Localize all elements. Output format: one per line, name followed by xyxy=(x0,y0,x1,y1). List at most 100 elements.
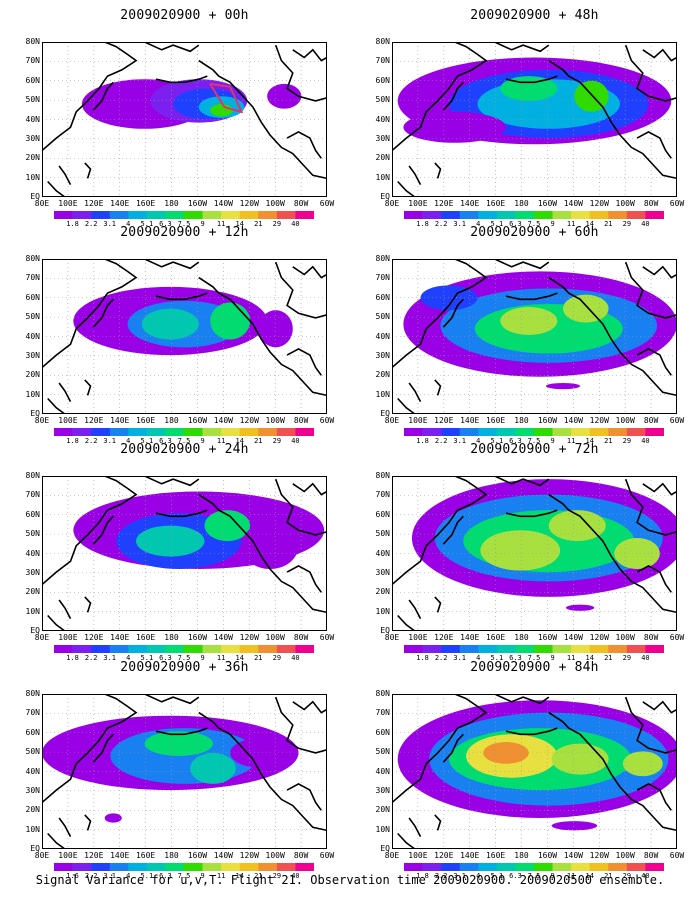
colorbar-swatch xyxy=(459,428,479,436)
colorbar-swatch xyxy=(72,428,92,436)
colorbar-swatch xyxy=(54,645,73,653)
map-panel-84h: 2009020900 + 84h 80N 70N 60N 50N 40N 30N 20N 10N… xyxy=(360,660,700,880)
lon-label: 60W xyxy=(669,633,685,642)
coastline xyxy=(505,509,558,518)
coastline xyxy=(548,493,677,614)
map-panel-72h: 2009020900 + 72h 80N 70N 60N 50N 40N 30N 20N 10N… xyxy=(360,442,700,662)
colorbar-label: 7.5 xyxy=(177,872,191,880)
colorbar-swatch xyxy=(202,863,222,871)
coastline xyxy=(58,817,72,837)
lon-label: 140E xyxy=(460,633,480,642)
colorbar-label: 14 xyxy=(235,220,244,228)
lat-label: EQ xyxy=(30,626,40,635)
lon-label: 180 xyxy=(164,199,179,208)
colorbar-swatch xyxy=(128,428,148,436)
lat-label: 10N xyxy=(375,389,390,399)
colorbar-swatch xyxy=(404,645,423,653)
coastline xyxy=(636,130,672,159)
lon-label: 160W xyxy=(187,851,208,860)
lon-label: 60W xyxy=(669,199,685,208)
colorbar-swatch xyxy=(128,863,148,871)
variance-contour xyxy=(563,294,609,323)
lon-label: 100W xyxy=(615,851,635,860)
coastline xyxy=(198,59,327,180)
colorbar-swatch xyxy=(422,863,442,871)
colorbar-swatch xyxy=(258,211,278,219)
colorbar-label: 5.1 xyxy=(490,220,504,228)
coastline xyxy=(624,478,677,536)
lat-label: 60N xyxy=(375,75,390,85)
lon-label: 140E xyxy=(110,199,130,208)
lon-label: 160E xyxy=(485,851,506,860)
colorbar-label: 1.8 xyxy=(416,872,429,880)
colorbar xyxy=(54,863,314,871)
lon-label: 120W xyxy=(589,633,609,642)
lat-label: 50N xyxy=(25,529,40,539)
colorbar-swatch xyxy=(478,645,498,653)
lon-label: 100E xyxy=(58,633,78,642)
colorbar xyxy=(404,645,664,653)
colorbar-swatch xyxy=(478,863,498,871)
lat-label: 30N xyxy=(25,350,40,360)
lon-label: 80E xyxy=(384,851,400,860)
coastline xyxy=(548,276,677,397)
lat-label: 20N xyxy=(375,370,390,380)
colorbar-swatch xyxy=(146,863,166,871)
colorbar-swatch xyxy=(276,645,296,653)
colorbar-label: 5.1 xyxy=(490,654,504,662)
colorbar-label: 6.3 xyxy=(509,437,522,445)
colorbar-swatch xyxy=(276,428,296,436)
colorbar-swatch xyxy=(239,863,259,871)
lon-label: 140E xyxy=(460,199,480,208)
lon-label: 120W xyxy=(239,633,259,642)
colorbar-label: 6.3 xyxy=(159,872,172,880)
lon-label: 180 xyxy=(164,851,179,860)
coastline xyxy=(434,814,442,831)
lat-label: 20N xyxy=(25,805,40,815)
colorbar-label: 40 xyxy=(291,437,300,445)
colorbar xyxy=(54,428,314,436)
lat-label: 60N xyxy=(25,727,40,737)
colorbar-swatch xyxy=(589,211,609,219)
colorbar-swatch xyxy=(459,645,479,653)
colorbar-label: 1.8 xyxy=(66,220,79,228)
colorbar-swatch xyxy=(626,428,646,436)
colorbar-label: 29 xyxy=(272,220,282,228)
variance-contour xyxy=(614,538,660,569)
coastline xyxy=(505,75,558,84)
colorbar-swatch xyxy=(258,645,278,653)
lon-label: 60W xyxy=(319,199,335,208)
colorbar-swatch xyxy=(534,428,553,436)
lat-label: 30N xyxy=(25,785,40,795)
lon-label: 120E xyxy=(434,199,454,208)
coastline xyxy=(442,81,464,111)
map-field xyxy=(392,476,677,631)
map-field xyxy=(392,259,677,414)
colorbar-label: 6.3 xyxy=(159,654,172,662)
colorbar-label: 14 xyxy=(235,872,244,880)
colorbar-label: 4 xyxy=(476,437,481,445)
coastline xyxy=(42,259,138,369)
colorbar-label: 6.3 xyxy=(509,872,522,880)
colorbar-swatch xyxy=(295,645,314,653)
lat-label: 80N xyxy=(375,471,390,480)
colorbar-label: 4 xyxy=(126,220,131,228)
lat-label: 70N xyxy=(25,273,40,283)
coastline xyxy=(144,259,200,270)
lat-label: 50N xyxy=(375,747,390,757)
colorbar-label: 2.2 xyxy=(434,220,448,228)
lat-label: 40N xyxy=(375,766,390,776)
colorbar-label: 5.1 xyxy=(140,872,154,880)
lon-label: 100E xyxy=(58,851,78,860)
colorbar-label: 6.3 xyxy=(509,654,522,662)
coastline xyxy=(434,379,442,396)
lon-label: 100E xyxy=(408,851,428,860)
colorbar-label: 5.1 xyxy=(140,437,154,445)
lon-label: 120E xyxy=(84,416,104,425)
coastline xyxy=(274,478,327,536)
lat-label: 80N xyxy=(375,37,390,46)
colorbar-swatch xyxy=(515,863,535,871)
colorbar xyxy=(404,863,664,871)
variance-contour xyxy=(210,302,251,340)
colorbar-label: 21 xyxy=(254,872,263,880)
